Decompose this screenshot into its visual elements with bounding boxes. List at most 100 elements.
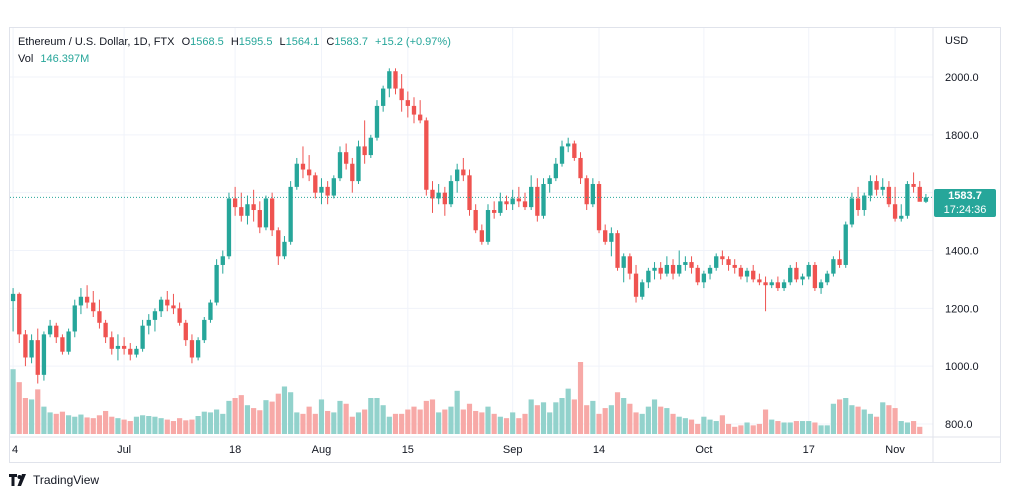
candle-body (374, 105, 380, 138)
candle-body (325, 186, 330, 196)
volume-bar (133, 416, 140, 434)
volume-label[interactable]: Vol (18, 53, 34, 65)
y-tick-label: 1200.0 (945, 303, 979, 315)
candle-body (535, 186, 540, 216)
volume-bar (146, 416, 152, 434)
candle-body (276, 230, 281, 257)
candle-body (177, 308, 182, 323)
volume-bar (596, 413, 602, 434)
open-value: 1568.5 (190, 36, 224, 48)
x-tick-label: 14 (593, 444, 605, 456)
volume-bar (528, 399, 534, 434)
volume-bar (836, 399, 843, 434)
candle-body (596, 183, 602, 231)
x-tick-label: Oct (695, 444, 712, 456)
volume-bar (281, 386, 288, 434)
volume-bar (676, 416, 682, 434)
volume-bar (756, 423, 762, 434)
candle-body (47, 325, 53, 335)
close-value: 1583.7 (334, 36, 368, 48)
volume-bar (238, 395, 244, 434)
volume-bar (232, 398, 238, 434)
candle-body (726, 259, 731, 265)
candle-body (794, 267, 799, 280)
candle-body (84, 296, 90, 303)
volume-bar (28, 399, 35, 434)
volume-bar (534, 405, 540, 434)
candle-body (738, 267, 744, 277)
candle-body (60, 337, 65, 352)
candle-body (578, 157, 583, 179)
volume-bar (713, 421, 719, 434)
candle-body (862, 195, 867, 211)
candle-body (677, 264, 682, 274)
candle-body (189, 340, 195, 358)
candle-body (165, 299, 170, 306)
volume-bar (843, 398, 849, 434)
volume-bar (109, 416, 115, 434)
candle-body (825, 273, 830, 283)
volume-bar (540, 402, 547, 434)
volume-bar (886, 405, 892, 434)
candle-body (479, 230, 484, 242)
candle-body (109, 337, 114, 349)
volume-bar (220, 413, 226, 434)
volume-bar (22, 398, 29, 434)
candle-body (831, 259, 836, 274)
candle-body (886, 186, 892, 205)
candle-body (880, 186, 885, 190)
volume-bar (318, 399, 325, 434)
volume-bar (121, 419, 127, 434)
candle-body (23, 334, 28, 358)
volume-bar (750, 425, 756, 434)
candle-body (343, 152, 349, 164)
volume-bar (719, 415, 725, 434)
volume-bar (830, 403, 836, 434)
candle-body (356, 146, 361, 182)
volume-bar (337, 400, 343, 434)
candle-body (399, 88, 404, 101)
candle-body (17, 293, 22, 335)
volume-bar (917, 426, 923, 434)
candle-body (282, 241, 287, 257)
tradingview-logo[interactable]: TradingView (9, 473, 99, 487)
volume-bar (682, 418, 688, 434)
candle-body (584, 178, 589, 205)
candle-body (892, 204, 898, 219)
candle-body (288, 186, 293, 242)
volume-bar (769, 419, 775, 434)
candle-body (658, 267, 663, 274)
volume-bar (867, 413, 873, 434)
candle-body (121, 345, 127, 349)
volume-bar (799, 421, 806, 434)
volume-bar (343, 403, 349, 434)
x-tick-label: 15 (402, 444, 414, 456)
volume-bar (368, 398, 374, 434)
candle-body (473, 210, 478, 231)
candle-body (566, 143, 571, 147)
candle-body (306, 169, 312, 176)
volume-bar (429, 399, 436, 434)
volume-bar (707, 419, 713, 434)
candle-body (633, 273, 639, 297)
volume-bar (300, 413, 306, 434)
candle-body (615, 233, 620, 268)
candle-body (208, 302, 213, 320)
volume-bar (861, 409, 867, 434)
candle-body (214, 264, 219, 303)
volume-bar (16, 382, 22, 434)
candle-body (461, 169, 466, 176)
volume-bar (269, 401, 275, 434)
volume-bar (195, 416, 201, 434)
volume-bar (880, 402, 886, 434)
candle-body (868, 181, 873, 196)
volume-bar (417, 409, 423, 434)
candle-body (269, 198, 275, 231)
candle-body (553, 163, 559, 179)
candle-body (78, 296, 84, 306)
candle-body (202, 319, 207, 341)
candle-body (41, 334, 47, 375)
candle-body (140, 325, 145, 349)
symbol-name[interactable]: Ethereum / U.S. Dollar, 1D, FTX (18, 36, 175, 48)
